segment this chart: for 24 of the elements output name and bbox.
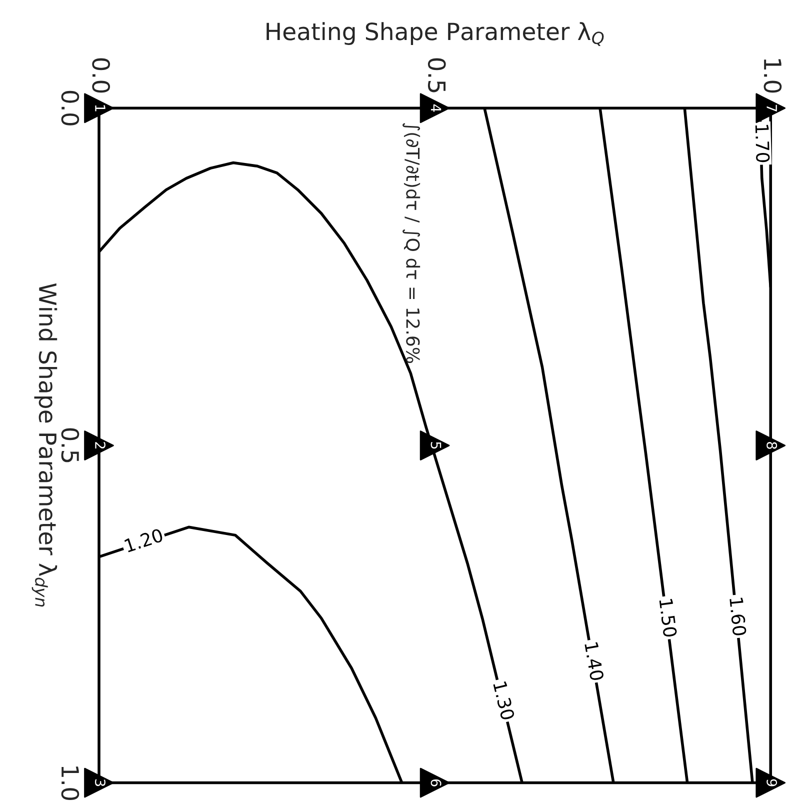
annotation: ∫(∂T/∂t)dτ / ∫Q dτ = 12.6% xyxy=(402,123,420,364)
x-axis-title: Heating Shape Parameter λ$_{Q}$ xyxy=(266,22,604,46)
x-tick-label: 0.5 xyxy=(428,58,446,92)
x-tick-label: 0.0 xyxy=(92,58,110,93)
annotation: 2 xyxy=(95,442,106,448)
annotation: 4 xyxy=(430,104,442,112)
annotation: 6 xyxy=(430,779,442,786)
y-tick-label: 1.0 xyxy=(61,766,80,800)
text: 1.70 xyxy=(755,124,770,162)
annotation: 7 xyxy=(766,104,777,112)
annotation: 3 xyxy=(94,779,106,786)
annotation: 5 xyxy=(430,442,442,449)
x-tick-label: 1.0 xyxy=(764,59,782,93)
y-tick-label: 0.0 xyxy=(61,90,80,126)
annotation: 9 xyxy=(766,779,778,786)
annotation: 1 xyxy=(95,105,106,112)
text: 1.50 xyxy=(659,598,678,638)
y-axis-title: Wind Shape Parameter λ$_{dyn}$ xyxy=(32,283,58,607)
y-tick-label: 0.5 xyxy=(61,428,80,462)
annotation: 8 xyxy=(766,442,778,449)
text: 1.30 xyxy=(492,681,515,720)
text: 1.40 xyxy=(584,642,604,681)
text: 1.20 xyxy=(124,528,164,553)
text: 1.60 xyxy=(729,598,747,636)
